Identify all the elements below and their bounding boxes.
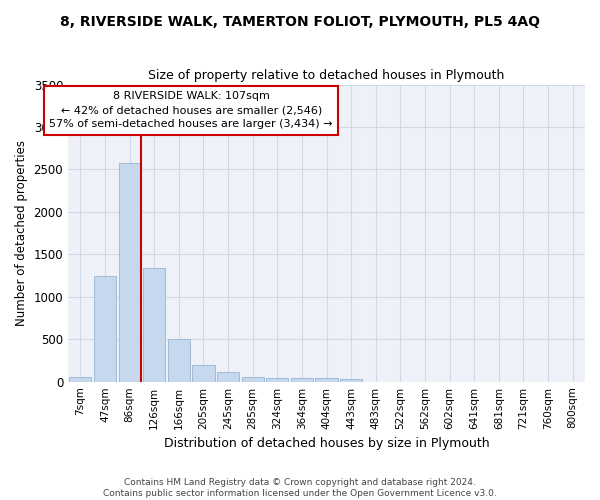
Text: 8, RIVERSIDE WALK, TAMERTON FOLIOT, PLYMOUTH, PL5 4AQ: 8, RIVERSIDE WALK, TAMERTON FOLIOT, PLYM…: [60, 15, 540, 29]
Y-axis label: Number of detached properties: Number of detached properties: [15, 140, 28, 326]
Bar: [217, 372, 239, 382]
Bar: [242, 377, 264, 382]
Bar: [193, 364, 215, 382]
X-axis label: Distribution of detached houses by size in Plymouth: Distribution of detached houses by size …: [164, 437, 490, 450]
Text: Contains HM Land Registry data © Crown copyright and database right 2024.
Contai: Contains HM Land Registry data © Crown c…: [103, 478, 497, 498]
Bar: [143, 268, 165, 382]
Bar: [266, 378, 289, 382]
Bar: [69, 378, 91, 382]
Text: 8 RIVERSIDE WALK: 107sqm
← 42% of detached houses are smaller (2,546)
57% of sem: 8 RIVERSIDE WALK: 107sqm ← 42% of detach…: [49, 92, 333, 130]
Bar: [94, 276, 116, 382]
Bar: [340, 379, 362, 382]
Bar: [316, 378, 338, 382]
Bar: [168, 339, 190, 382]
Title: Size of property relative to detached houses in Plymouth: Size of property relative to detached ho…: [148, 69, 505, 82]
Bar: [291, 378, 313, 382]
Bar: [119, 162, 140, 382]
